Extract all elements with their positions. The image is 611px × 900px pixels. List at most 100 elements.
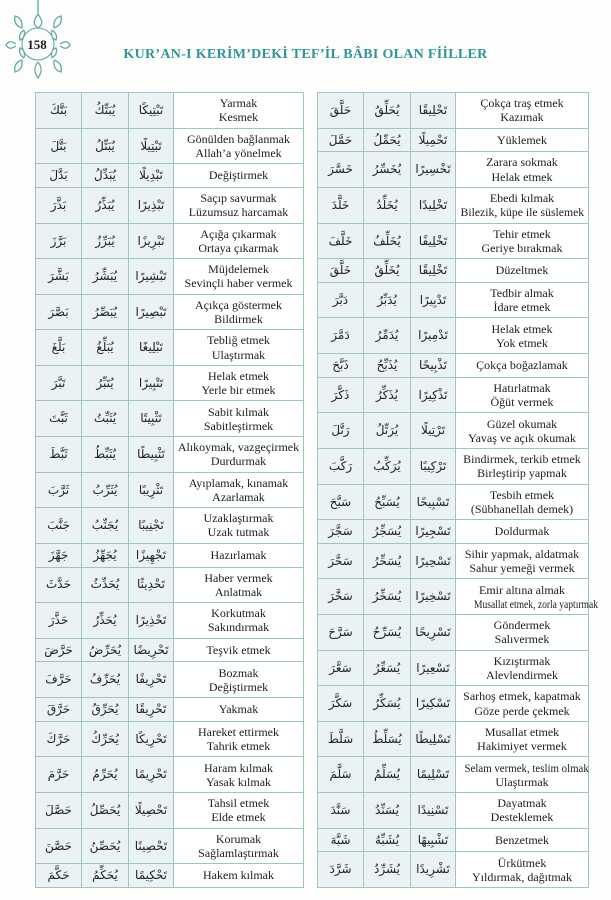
table-row: ذَكَّرَ يُذَكِّرُ تَذْكِيرًا Hatırlatmak Öğü…: [317, 376, 589, 414]
meaning-line: Ürkütmek: [497, 855, 547, 870]
arabic-present-text: يُبَلِّغُ: [96, 340, 114, 355]
meaning-line-wrap: Ulaştırmak: [176, 348, 301, 362]
arabic-masdar-text: تَبْلِيغًا: [139, 340, 163, 355]
arabic-present-text: يُرَتِّلُ: [375, 423, 399, 438]
arabic-masdar-cell: تَبْشِيرًا: [128, 258, 174, 295]
meaning-line: Kızıştırmak: [493, 653, 551, 668]
meaning-line: Bildirmek: [214, 311, 263, 326]
meaning-cell: Sarhoş etmek, kapatmak Göze perde çekmek: [455, 685, 589, 722]
arabic-present-cell: يُشَرِّدُ: [363, 851, 411, 888]
table-row: سَعَّرَ يُسَعِّرُ تَسْعِيرًا Kızıştırmak Ale…: [317, 649, 589, 687]
arabic-masdar-text: تَسْخِيرًا: [415, 589, 451, 604]
arabic-present-cell: يُبَتِّلُ: [81, 127, 129, 165]
arabic-present-text: يُسَكِّرُ: [373, 696, 401, 711]
arabic-present-cell: يُشَبِّهُ: [363, 827, 411, 853]
arabic-present-cell: يُحَرِّمُ: [81, 756, 129, 793]
arabic-past-text: سَلَّطَ: [327, 731, 354, 746]
arabic-masdar-text: تَتْبِيرًا: [138, 375, 164, 390]
meaning-line: Desteklemek: [490, 810, 554, 825]
meaning-cell: Ayıplamak, kınamak Azarlamak: [173, 471, 304, 509]
arabic-present-cell: يُبَذِّرُ: [81, 186, 129, 224]
arabic-present-text: يُحَرِّقُ: [91, 702, 119, 717]
arabic-past-cell: حَصَّلَ: [35, 791, 82, 829]
arabic-past-text: حَمَّلَ: [328, 132, 353, 147]
arabic-past-text: حَذَّرَ: [48, 613, 69, 628]
meaning-line: Tedbir almak: [490, 286, 554, 300]
meaning-cell: Tehir etmek Geriye bırakmak: [455, 222, 589, 260]
arabic-past-cell: شَرَّدَ: [317, 851, 364, 888]
arabic-present-cell: يُذَبِّحُ: [363, 353, 411, 378]
arabic-present-text: يُثَرِّبُ: [92, 482, 118, 497]
meaning-cell: Alıkoymak, vazgeçirmek Durdurmak: [173, 435, 304, 473]
arabic-present-cell: يُجَهِّزُ: [81, 542, 129, 568]
table-row: حَمَّلَ يُحَمِّلُ تَحْمِيلًا Yüklemek: [317, 127, 589, 153]
arabic-present-text: يُحَصِّلُ: [89, 802, 121, 817]
meaning-line-wrap: Musallat etmek, zorla yaptırmak: [458, 597, 598, 611]
arabic-masdar-cell: تَحْمِيلًا: [410, 127, 456, 153]
meaning-line-wrap: Saçıp savurmak: [176, 191, 301, 205]
arabic-masdar-text: تَثْبِيتًا: [140, 411, 162, 426]
arabic-masdar-text: تَبْتِيكًا: [138, 102, 164, 117]
meaning-line: Tahrik etmek: [206, 739, 271, 754]
meaning-line-wrap: Sakındırmak: [176, 620, 301, 634]
meaning-line: Sihir yapmak, aldatmak: [464, 547, 580, 562]
arabic-present-text: يُحَرِّمُ: [92, 767, 118, 782]
arabic-past-text: خَلَّقَ: [329, 263, 352, 278]
arabic-masdar-text: تَسْبِيحًا: [416, 494, 450, 509]
meaning-line: Müjdelemek: [208, 262, 269, 277]
arabic-past-text: بَذَّرَ: [50, 197, 67, 212]
arabic-present-cell: يُسَرِّحُ: [363, 614, 411, 651]
arabic-present-text: يُبَرِّزُ: [95, 233, 115, 248]
meaning-cell: Hakem kılmak: [173, 863, 304, 888]
arabic-masdar-cell: تَشْرِيدًا: [410, 851, 456, 888]
arabic-masdar-text: تَسْعِيرًا: [416, 660, 450, 675]
arabic-past-text: خَلَّفَ: [328, 233, 353, 248]
meaning-line: Tebliğ etmek: [207, 333, 270, 348]
arabic-past-text: سَعَّرَ: [329, 660, 352, 675]
meaning-line-wrap: Yarmak: [176, 96, 301, 110]
meaning-line-wrap: Çokça boğazlamak: [458, 358, 586, 372]
arabic-masdar-text: تَحْرِيضًا: [133, 642, 169, 657]
meaning-line: Azarlamak: [212, 489, 265, 504]
arabic-masdar-cell: تَحْذِيرًا: [128, 602, 174, 639]
arabic-masdar-cell: تَدْمِيرًا: [410, 317, 456, 355]
meaning-line-wrap: Sarhoş etmek, kapatmak: [458, 689, 586, 703]
meaning-line-wrap: Değiştirmek: [176, 680, 301, 694]
meaning-cell: Hareket ettirmek Tahrik etmek: [173, 720, 304, 758]
meaning-cell: Helak etmek Yok etmek: [455, 317, 589, 355]
table-row: سَلَّطَ يُسَلِّطُ تَسْلِيطًا Musallat etmek…: [317, 720, 589, 758]
meaning-line: Tehir etmek: [493, 226, 551, 241]
arabic-past-cell: سَنَّدَ: [317, 791, 364, 829]
arabic-masdar-cell: تَذْبِيحًا: [410, 353, 456, 378]
table-row: بَذَّرَ يُبَذِّرُ تَبْذِيرًا Saçıp savurmak…: [35, 186, 304, 224]
arabic-masdar-cell: تَحْصِيلًا: [128, 791, 174, 829]
arabic-present-cell: يُذَكِّرُ: [363, 376, 411, 414]
meaning-cell: Yüklemek: [455, 127, 589, 153]
arabic-masdar-text: تَذْكِيرًا: [418, 387, 448, 402]
arabic-present-cell: يُدَمِّرُ: [363, 317, 411, 355]
meaning-cell: Değiştirmek: [173, 163, 304, 188]
arabic-present-cell: يُسَنِّدُ: [363, 791, 411, 829]
meaning-line: Hakimiyet vermek: [477, 739, 567, 754]
meaning-cell: Yakmak: [173, 697, 304, 722]
meaning-line: Hazırlamak: [210, 548, 267, 563]
meaning-cell: Bindirmek, terkib etmek Birleştirip yapma…: [455, 447, 589, 485]
arabic-past-text: جَهَّزَ: [48, 547, 69, 562]
arabic-masdar-text: تَجْهِيزًا: [135, 547, 167, 562]
arabic-present-cell: يُدَبِّرُ: [363, 281, 411, 319]
arabic-present-cell: يُخَلِّقُ: [363, 258, 411, 283]
arabic-past-cell: حَرَّقَ: [35, 697, 82, 722]
meaning-line-wrap: (Sübhanellah demek): [458, 502, 586, 516]
meaning-line-wrap: Musallat etmek: [458, 725, 586, 739]
arabic-present-text: يُثَبِّتُ: [93, 411, 117, 426]
meaning-line-wrap: Zarara sokmak: [458, 155, 586, 169]
arabic-present-cell: يُسَبِّحُ: [363, 483, 411, 521]
meaning-line: Haber vermek: [204, 570, 273, 585]
meaning-line-wrap: Güzel okumak: [458, 417, 586, 431]
arabic-present-cell: يُحَصِّنُ: [81, 827, 129, 865]
meaning-line-wrap: Bindirmek, terkib etmek: [458, 452, 586, 466]
table-row: سَجَّرَ يُسَجِّرُ تَسْجِيرًا Doldurmak: [317, 519, 589, 544]
meaning-line-wrap: Hakimiyet vermek: [458, 739, 586, 753]
meaning-line: Uzak tutmak: [207, 525, 270, 540]
